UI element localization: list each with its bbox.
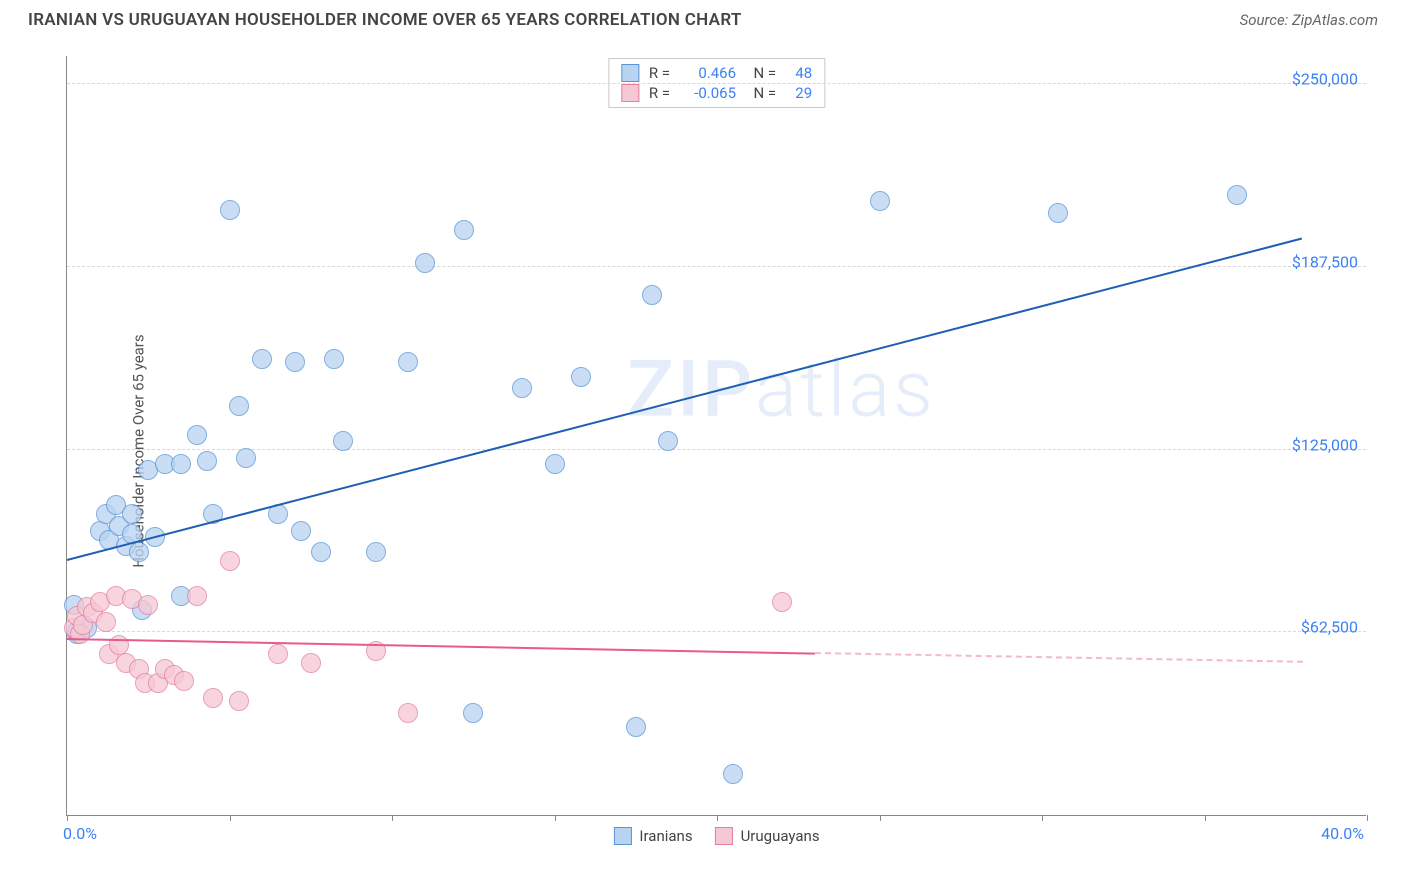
data-point: [463, 703, 483, 723]
data-point: [174, 671, 194, 691]
chart-container: Householder Income Over 65 years ZIPatla…: [28, 46, 1378, 856]
y-tick-label: $125,000: [1292, 435, 1358, 454]
data-point: [512, 378, 532, 398]
data-point: [138, 595, 158, 615]
data-point: [187, 586, 207, 606]
r-label: R =: [649, 84, 670, 102]
data-point: [197, 451, 217, 471]
gridline: [67, 83, 1366, 84]
n-value: 48: [786, 64, 812, 82]
swatch-icon: [715, 827, 733, 845]
swatch-icon: [613, 827, 631, 845]
x-tick: [1042, 815, 1043, 821]
data-point: [333, 431, 353, 451]
legend-label: Iranians: [639, 827, 692, 845]
chart-title: IRANIAN VS URUGUAYAN HOUSEHOLDER INCOME …: [28, 10, 742, 30]
y-tick-label: $250,000: [1292, 70, 1358, 89]
series-legend: Iranians Uruguayans: [613, 827, 819, 845]
x-tick: [880, 815, 881, 821]
n-label: N =: [746, 84, 776, 102]
x-tick: [230, 815, 231, 821]
data-point: [311, 542, 331, 562]
data-point: [1048, 203, 1068, 223]
data-point: [220, 551, 240, 571]
chart-source: Source: ZipAtlas.com: [1240, 11, 1378, 29]
data-point: [129, 542, 149, 562]
data-point: [545, 454, 565, 474]
r-value: -0.065: [680, 84, 736, 102]
data-point: [415, 253, 435, 273]
gridline: [67, 266, 1366, 267]
data-point: [398, 703, 418, 723]
correlation-row: R = -0.065 N = 29: [621, 83, 812, 103]
data-point: [642, 285, 662, 305]
swatch-icon: [621, 64, 639, 82]
data-point: [571, 367, 591, 387]
legend-item: Uruguayans: [715, 827, 820, 845]
x-max-label: 40.0%: [1321, 824, 1364, 843]
x-tick: [555, 815, 556, 821]
y-tick-label: $187,500: [1292, 252, 1358, 271]
data-point: [1227, 185, 1247, 205]
x-min-label: 0.0%: [63, 824, 97, 843]
r-label: R =: [649, 64, 670, 82]
x-tick: [1205, 815, 1206, 821]
x-tick: [1367, 815, 1368, 821]
y-tick-label: $62,500: [1301, 618, 1358, 637]
data-point: [301, 653, 321, 673]
trendline: [67, 638, 815, 655]
data-point: [187, 425, 207, 445]
r-value: 0.466: [680, 64, 736, 82]
data-point: [398, 352, 418, 372]
data-point: [626, 717, 646, 737]
data-point: [658, 431, 678, 451]
x-tick: [717, 815, 718, 821]
trendline-extension: [814, 652, 1302, 663]
data-point: [723, 764, 743, 784]
data-point: [870, 191, 890, 211]
legend-item: Iranians: [613, 827, 692, 845]
data-point: [291, 521, 311, 541]
data-point: [324, 349, 344, 369]
plot-area: ZIPatlas R = 0.466 N = 48 R = -0.065 N =…: [66, 56, 1366, 816]
data-point: [772, 592, 792, 612]
n-label: N =: [746, 64, 776, 82]
x-tick: [67, 815, 68, 821]
data-point: [122, 504, 142, 524]
data-point: [268, 644, 288, 664]
data-point: [366, 542, 386, 562]
swatch-icon: [621, 84, 639, 102]
data-point: [96, 612, 116, 632]
data-point: [203, 688, 223, 708]
gridline: [67, 449, 1366, 450]
data-point: [229, 691, 249, 711]
x-tick: [392, 815, 393, 821]
legend-label: Uruguayans: [741, 827, 820, 845]
data-point: [252, 349, 272, 369]
data-point: [171, 454, 191, 474]
gridline: [67, 631, 1366, 632]
data-point: [454, 220, 474, 240]
n-value: 29: [786, 84, 812, 102]
data-point: [229, 396, 249, 416]
trendline: [67, 237, 1302, 560]
correlation-row: R = 0.466 N = 48: [621, 63, 812, 83]
data-point: [220, 200, 240, 220]
data-point: [285, 352, 305, 372]
watermark: ZIPatlas: [627, 344, 936, 435]
data-point: [236, 448, 256, 468]
